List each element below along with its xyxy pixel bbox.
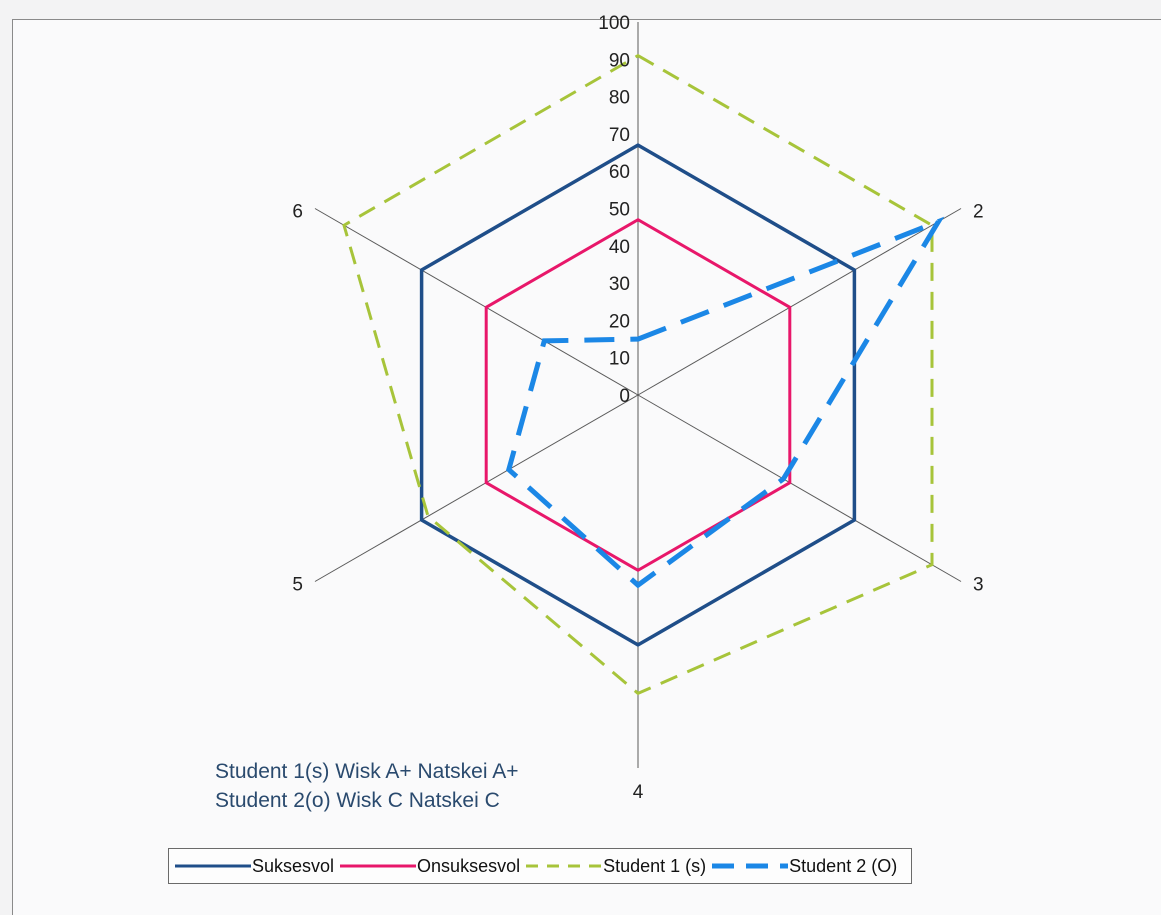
radial-tick-label: 60 xyxy=(609,162,630,183)
annotation-student-1: Student 1(s) Wisk A+ Natskei A+ xyxy=(215,760,519,783)
axis-spoke-5 xyxy=(314,394,639,582)
radial-tick-label: 70 xyxy=(609,125,630,146)
category-label-2: 2 xyxy=(973,202,984,223)
radial-tick-label: 0 xyxy=(619,386,630,407)
annotation-student-2: Student 2(o) Wisk C Natskei C xyxy=(215,789,500,812)
radial-tick-label: 90 xyxy=(609,50,630,71)
legend-label: Student 2 (O) xyxy=(789,855,898,876)
radar-axes xyxy=(314,22,962,768)
radial-tick-label: 40 xyxy=(609,237,630,258)
category-label-5: 5 xyxy=(292,575,303,596)
radial-tick-label: 20 xyxy=(609,311,630,332)
legend-swatch-student-2 xyxy=(712,863,789,869)
axis-spoke-3 xyxy=(637,394,962,582)
legend-swatch-student-1 xyxy=(526,864,603,868)
series-line-suksesvol xyxy=(419,143,857,647)
legend-swatch-suksesvol xyxy=(175,864,251,868)
legend-item-student-1: Student 1 (s) xyxy=(526,856,710,877)
series-line-student-2-o xyxy=(505,216,945,589)
legend: Suksesvol Onsuksesvol Student 1 (s) Stud… xyxy=(168,848,913,884)
legend-label: Student 1 (s) xyxy=(603,855,707,876)
category-label-3: 3 xyxy=(973,575,984,596)
series-line-onsuksesvol xyxy=(484,217,792,573)
legend-item-onsuksesvol: Onsuksesvol xyxy=(340,856,524,877)
radial-tick-label: 50 xyxy=(609,200,630,221)
legend-swatch-onsuksesvol xyxy=(340,864,417,868)
radar-series xyxy=(342,53,945,696)
chart-area xyxy=(12,19,1161,915)
category-label-4: 4 xyxy=(633,782,644,803)
axis-spoke-6 xyxy=(314,208,639,396)
radial-tick-label: 100 xyxy=(598,13,630,34)
radial-tick-label: 80 xyxy=(609,88,630,109)
radial-tick-label: 30 xyxy=(609,274,630,295)
axis-spoke-2 xyxy=(637,208,962,396)
radial-tick-label: 10 xyxy=(609,349,630,370)
category-label-6: 6 xyxy=(292,202,303,223)
series-line-student-1-s xyxy=(342,53,934,696)
legend-label: Suksesvol xyxy=(252,855,335,876)
legend-item-suksesvol: Suksesvol xyxy=(175,856,338,877)
radar-labels: 0 10 20 30 40 50 60 70 80 90 100 2 3 4 5 6 xyxy=(292,13,983,803)
legend-item-student-2: Student 2 (O) xyxy=(712,856,901,877)
legend-label: Onsuksesvol xyxy=(417,855,521,876)
